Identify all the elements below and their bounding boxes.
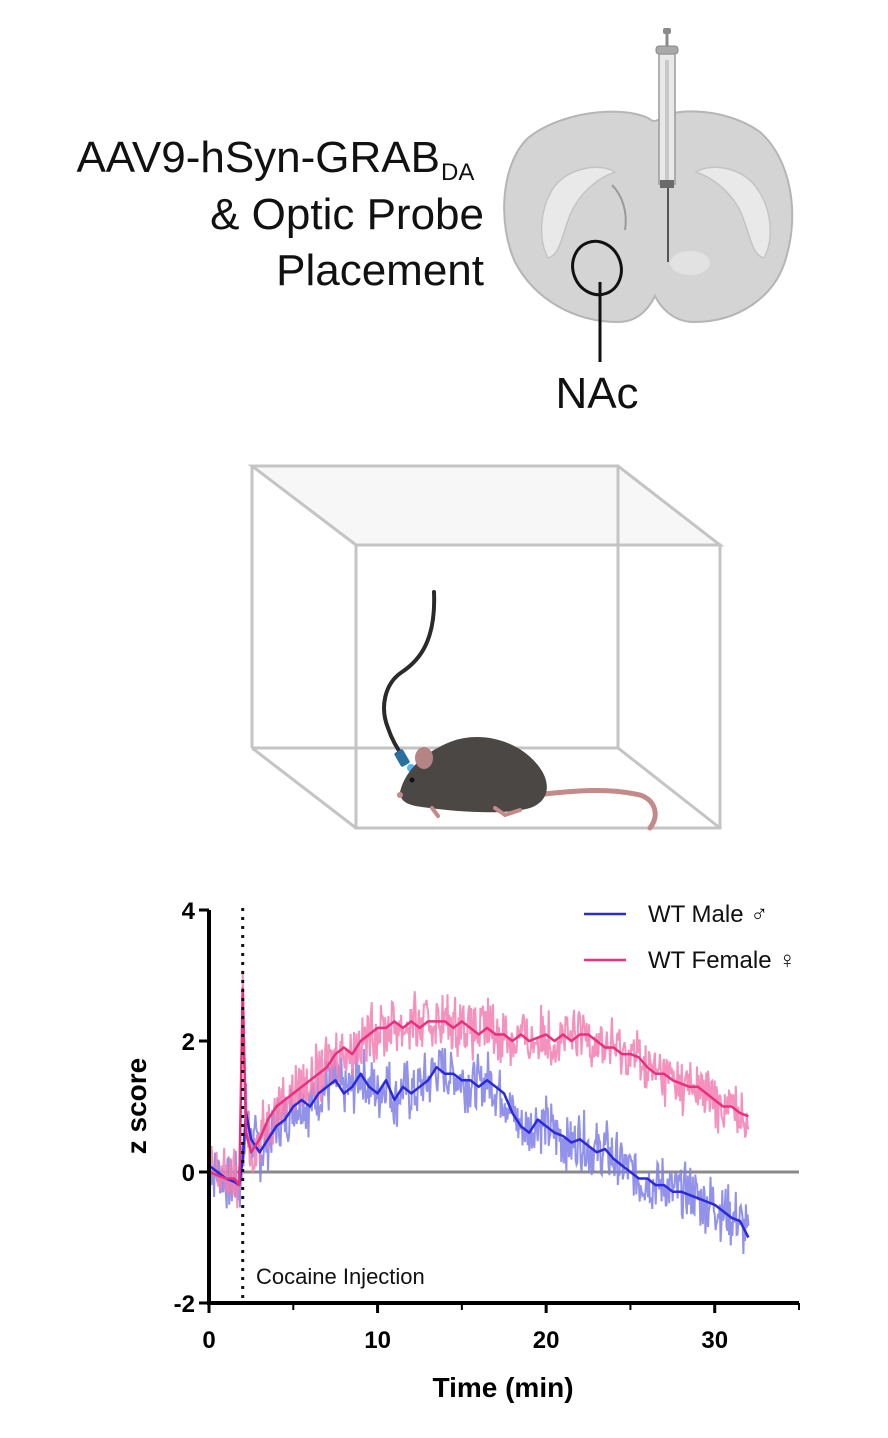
zscore-chart: -2 0 2 4 0 10 20 30 WT Male ♂ WT Female ♀ — [174, 898, 800, 1354]
brain-striatum-right — [670, 251, 710, 275]
mouse-illustration — [397, 737, 658, 831]
mouse-body — [400, 737, 547, 813]
open-field-box — [247, 464, 725, 830]
x-tick-label: 0 — [202, 1327, 215, 1354]
x-tick-label: 10 — [364, 1327, 391, 1354]
cocaine-injection-label: Cocaine Injection — [256, 1264, 425, 1289]
virus-label-main: AAV9-hSyn-GRAB — [76, 133, 440, 182]
x-axis-title: Time (min) — [432, 1372, 573, 1403]
legend-label-0: WT Male ♂ — [648, 901, 768, 928]
syringe-icon — [655, 28, 679, 262]
mouse-nose — [397, 792, 403, 798]
brain-section-illustration: NAc — [503, 110, 794, 418]
probe-label-line1: & Optic Probe — [210, 190, 484, 239]
y-tick-label: 2 — [182, 1029, 195, 1056]
y-tick-label: 0 — [182, 1160, 195, 1187]
probe-label-line2: Placement — [276, 246, 484, 295]
x-tick-label: 30 — [701, 1327, 728, 1354]
brain-ventricle-left — [540, 166, 617, 259]
brain-midline-curve — [611, 184, 627, 231]
series-band-1 — [208, 970, 750, 1209]
brain-outline — [503, 110, 794, 324]
optic-fiber-cable — [382, 590, 437, 772]
nac-label: NAc — [555, 369, 638, 418]
series-band-0 — [208, 1047, 750, 1255]
nac-target-region — [571, 239, 623, 297]
virus-label-subscript: DA — [441, 159, 474, 186]
legend-label-1: WT Female ♀ — [648, 947, 796, 974]
y-axis-title: z score — [121, 1058, 152, 1155]
series-line-0 — [208, 1065, 750, 1239]
brain-ventricle-right — [694, 166, 771, 259]
x-tick-label: 20 — [533, 1327, 560, 1354]
mouse-ear — [415, 747, 433, 769]
series-line-1 — [208, 987, 749, 1187]
y-tick-label: 4 — [182, 898, 196, 925]
virus-label: AAV9-hSyn-GRAB DA & Optic Probe Placemen… — [76, 133, 484, 295]
mouse-eye — [409, 777, 415, 783]
chart-legend: WT Male ♂ WT Female ♀ — [584, 901, 796, 974]
y-tick-label: -2 — [174, 1291, 195, 1318]
mouse-tail — [532, 787, 658, 831]
